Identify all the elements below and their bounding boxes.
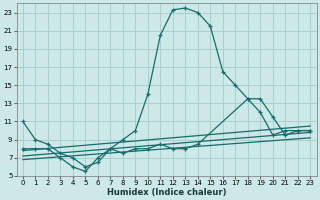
X-axis label: Humidex (Indice chaleur): Humidex (Indice chaleur) [107,188,226,197]
